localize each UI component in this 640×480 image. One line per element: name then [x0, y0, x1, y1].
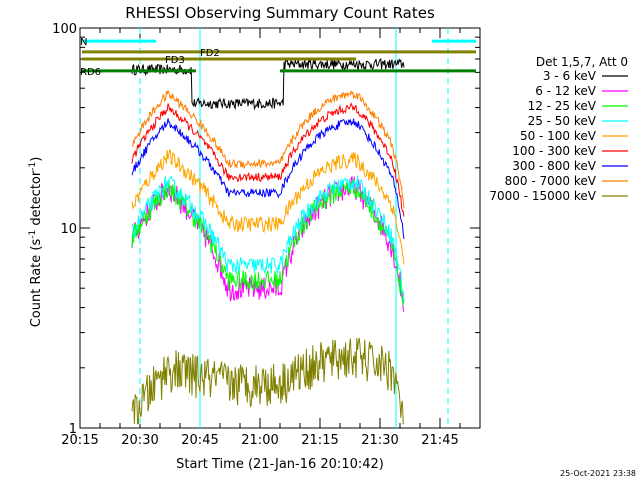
legend-label: 25 - 50 keV — [528, 114, 597, 128]
x-tick-label: 21:45 — [421, 433, 458, 448]
timestamp: 25-Oct-2021 23:38 — [560, 469, 636, 478]
x-tick-label: 21:15 — [301, 433, 338, 448]
x-axis-label: Start Time (21-Jan-16 20:10:42) — [176, 457, 384, 472]
y-axis-label-sup2: -1 — [28, 162, 38, 171]
legend-label: 50 - 100 keV — [520, 129, 597, 143]
mode-segment-label: FD2 — [200, 48, 220, 59]
legend-label: 100 - 300 keV — [512, 144, 596, 158]
series-line — [131, 175, 405, 302]
x-tick-label: 20:45 — [181, 433, 218, 448]
y-tick-label: 10 — [60, 222, 77, 237]
series-line — [131, 102, 405, 217]
series-line — [131, 118, 405, 239]
x-tick-label: 20:30 — [121, 433, 158, 448]
mode-segment-label: N — [80, 37, 87, 48]
y-tick-label: 1 — [69, 422, 77, 437]
x-tick-label: 20:15 — [61, 433, 98, 448]
mode-segment-label: FD3 — [165, 55, 185, 66]
x-tick-label: 21:30 — [361, 433, 398, 448]
x-tick-label: 21:00 — [241, 433, 278, 448]
legend-label: 12 - 25 keV — [528, 99, 597, 113]
series-line — [131, 179, 405, 305]
legend-label: 7000 - 15000 keV — [489, 189, 596, 203]
y-axis-label-part2: detector — [29, 170, 44, 230]
chart-title: RHESSI Observing Summary Count Rates — [125, 4, 435, 22]
y-axis-label: Count Rate (s-1 detector-1) — [28, 157, 44, 328]
mode-segment-label: RD6 — [80, 67, 101, 78]
legend-label: 300 - 800 keV — [512, 159, 596, 173]
legend-title: Det 1,5,7, Att 0 — [536, 55, 628, 69]
y-axis-label-sup1: -1 — [28, 230, 38, 239]
legend-label: 6 - 12 keV — [535, 84, 597, 98]
series-line — [131, 175, 405, 312]
series-line — [131, 89, 405, 209]
y-axis-label-part1: Count Rate (s — [29, 239, 44, 328]
legend-label: 3 - 6 keV — [543, 69, 597, 83]
y-tick-label: 100 — [52, 22, 77, 37]
series-line — [131, 337, 404, 425]
y-axis-label-end: ) — [29, 157, 44, 162]
series-line — [131, 149, 405, 265]
legend-label: 800 - 7000 keV — [505, 174, 597, 188]
